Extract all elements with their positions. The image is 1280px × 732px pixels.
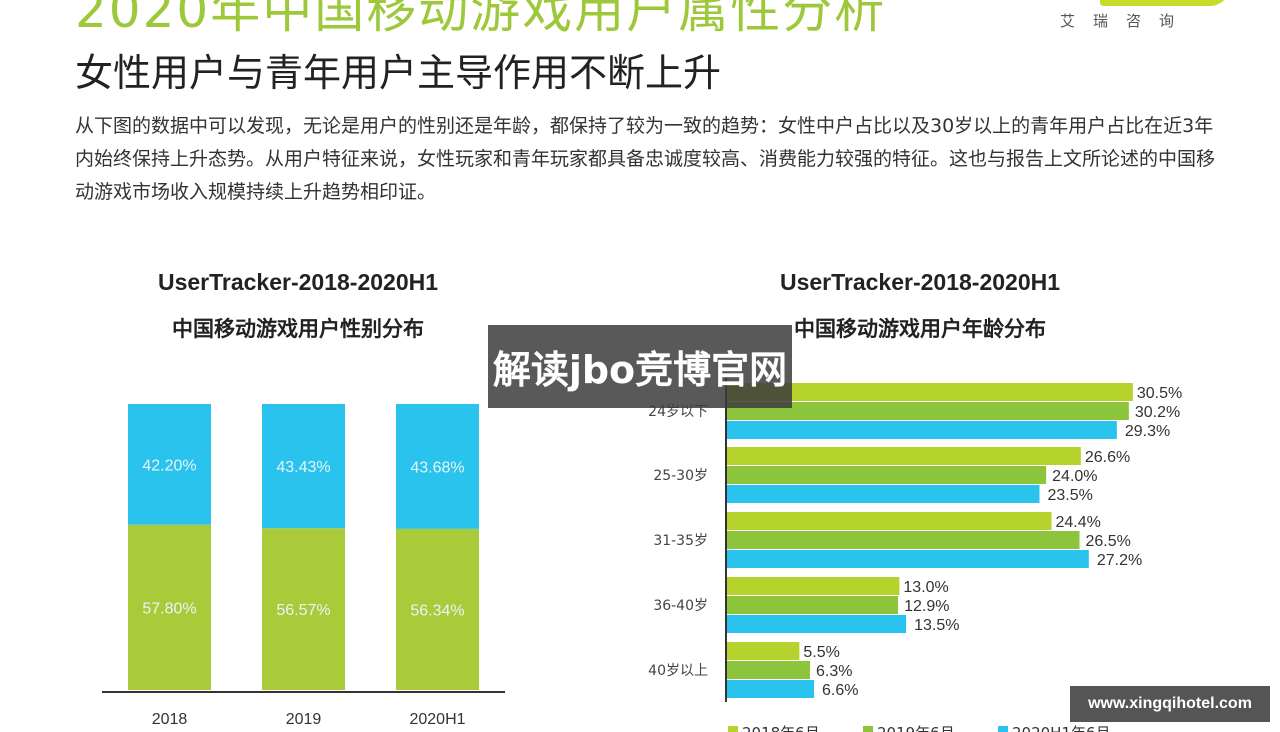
age-bar — [726, 680, 815, 698]
gender-bar-segment — [262, 404, 345, 529]
logo-swoosh — [1100, 0, 1230, 6]
age-data-label: 13.0% — [903, 579, 948, 596]
age-bar — [726, 421, 1117, 439]
age-data-label: 30.2% — [1135, 404, 1180, 421]
age-data-label: 5.5% — [803, 644, 839, 661]
age-bar — [726, 447, 1081, 465]
age-data-label: 30.5% — [1137, 385, 1182, 402]
legend-label: 2019年6月 — [877, 724, 955, 732]
age-data-label: 23.5% — [1047, 487, 1092, 504]
age-data-label: 26.6% — [1085, 449, 1130, 466]
age-category-label: 40岁以上 — [648, 663, 708, 679]
age-category-label: 25-30岁 — [653, 468, 708, 484]
age-data-label: 24.4% — [1055, 514, 1100, 531]
gender-bar-segment — [128, 524, 211, 690]
gender-category-label: 2019 — [286, 711, 322, 728]
age-bar — [726, 402, 1129, 420]
gender-bar-segment — [262, 528, 345, 690]
age-bar — [726, 466, 1047, 484]
gender-data-label: 43.68% — [410, 459, 464, 476]
gender-bar-segment — [396, 528, 479, 690]
age-bar — [726, 596, 899, 614]
age-data-label: 24.0% — [1052, 468, 1097, 485]
age-bar — [726, 383, 1133, 401]
gender-bar-segment — [128, 404, 211, 525]
gender-bar-segment — [396, 403, 479, 529]
age-bar — [726, 642, 800, 660]
gender-data-label: 56.34% — [410, 602, 464, 619]
gender-data-label: 56.57% — [276, 602, 330, 619]
gender-data-label: 43.43% — [276, 459, 330, 476]
age-data-label: 29.3% — [1125, 423, 1170, 440]
age-category-label: 31-35岁 — [653, 533, 708, 549]
gender-category-label: 2018 — [152, 711, 188, 728]
age-chart-title: UserTracker-2018-2020H1 — [779, 269, 1061, 295]
legend-swatch — [863, 726, 873, 732]
watermark-banner: 解读jbo竞博官网 — [488, 325, 792, 408]
age-category-label: 24岁以下 — [648, 404, 708, 420]
age-bar — [726, 661, 811, 679]
logo: 艾瑞咨询 — [1040, 0, 1230, 40]
age-bar — [726, 615, 907, 633]
legend-swatch — [728, 726, 738, 732]
gender-data-label: 57.80% — [142, 600, 196, 617]
age-data-label: 6.6% — [822, 682, 858, 699]
age-data-label: 13.5% — [914, 617, 959, 634]
logo-text: 艾瑞咨询 — [1060, 12, 1193, 30]
report-title: 2020年中国移动游戏用户属性分析 — [75, 0, 887, 39]
age-bar — [726, 550, 1089, 568]
age-data-label: 12.9% — [904, 598, 949, 615]
legend-swatch — [998, 726, 1008, 732]
age-category-label: 36-40岁 — [653, 598, 708, 614]
age-bar — [726, 577, 900, 595]
gender-category-label: 2020H1 — [409, 711, 465, 728]
age-data-label: 27.2% — [1097, 552, 1142, 569]
gender-data-label: 42.20% — [142, 457, 196, 474]
age-data-label: 26.5% — [1086, 533, 1131, 550]
gender-chart-subtitle: 中国移动游戏用户性别分布 — [172, 317, 424, 341]
age-bar — [726, 512, 1052, 530]
legend-label: 2018年6月 — [742, 724, 820, 732]
age-chart-subtitle: 中国移动游戏用户年龄分布 — [794, 317, 1046, 341]
page-subtitle: 女性用户与青年用户主导作用不断上升 — [75, 51, 722, 95]
legend-label: 2020H1年6月 — [1012, 724, 1111, 732]
website-watermark: www.xingqihotel.com — [1070, 686, 1270, 722]
gender-chart-title: UserTracker-2018-2020H1 — [157, 269, 439, 295]
age-bar — [726, 531, 1080, 549]
age-data-label: 6.3% — [816, 663, 852, 680]
age-bar — [726, 485, 1040, 503]
description-paragraph: 从下图的数据中可以发现，无论是用户的性别还是年龄，都保持了较为一致的趋势：女性中… — [75, 115, 1216, 203]
